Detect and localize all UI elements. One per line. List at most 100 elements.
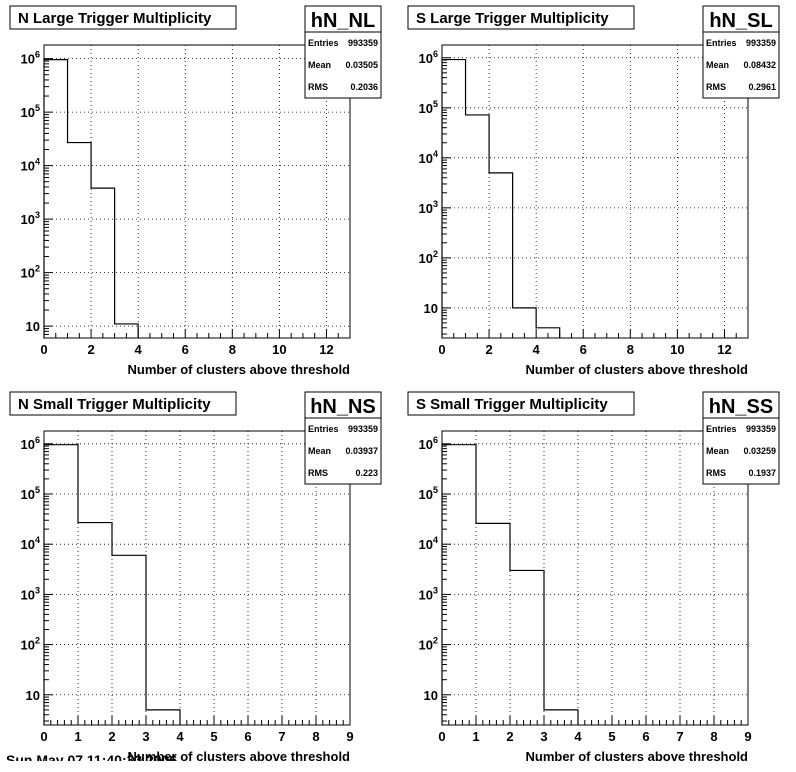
x-tick-label: 4 [574, 729, 582, 744]
histogram-name: hN_SS [709, 396, 773, 418]
histogram-line [43, 59, 139, 338]
x-tick-label: 7 [278, 729, 285, 744]
stats-box [702, 391, 780, 485]
stat-value: 0.2036 [350, 82, 378, 92]
stat-label: Entries [308, 38, 339, 48]
stat-label: RMS [308, 468, 328, 478]
y-tick-label: 102 [419, 249, 438, 266]
x-tick-label: 8 [312, 729, 319, 744]
x-tick-label: 4 [176, 729, 184, 744]
histogram-line [43, 444, 181, 725]
stat-label: Entries [706, 424, 737, 434]
x-tick-label: 10 [670, 342, 684, 357]
x-tick-label: 12 [319, 342, 333, 357]
x-axis-label: Number of clusters above threshold [526, 749, 749, 764]
x-tick-label: 0 [438, 729, 445, 744]
stat-value: 993359 [746, 38, 776, 48]
plot-frame [441, 44, 749, 339]
panel-title: N Large Trigger Multiplicity [18, 10, 212, 27]
stat-label: Entries [706, 38, 737, 48]
x-tick-label: 3 [540, 729, 547, 744]
y-tick-label: 104 [21, 157, 40, 174]
title-box [9, 391, 237, 416]
panel-title: S Small Trigger Multiplicity [416, 396, 608, 413]
x-tick-label: 12 [717, 342, 731, 357]
histogram-name: hN_NL [311, 10, 375, 32]
y-tick-label: 10 [424, 301, 438, 316]
plot-frame [43, 44, 351, 339]
stat-label: Mean [308, 446, 331, 456]
chart-panel-1: 0 2 4 6 8 10 12 10 102 103 104 105 106 Number of clus… [9, 5, 382, 377]
y-tick-label: 104 [419, 149, 438, 166]
stat-label: RMS [706, 82, 726, 92]
x-tick-label: 6 [642, 729, 649, 744]
stat-value: 0.2961 [748, 82, 776, 92]
histogram-line [441, 58, 561, 338]
y-tick-label: 104 [21, 535, 40, 552]
y-tick-label: 10 [424, 688, 438, 703]
stat-label: Mean [308, 60, 331, 70]
x-axis-label: Number of clusters above threshold [526, 362, 749, 377]
chart-panel-3: 0 1 2 3 4 5 6 7 8 9 10 102 103 104 105 106 Number of clu… [9, 391, 382, 764]
panel-title: N Small Trigger Multiplicity [18, 396, 211, 413]
x-tick-label: 2 [506, 729, 513, 744]
stats-box [304, 391, 382, 485]
stat-value: 993359 [348, 38, 378, 48]
title-box [407, 391, 635, 416]
x-tick-label: 6 [580, 342, 587, 357]
y-tick-label: 105 [419, 485, 438, 502]
chart-panel-2: 0 2 4 6 8 10 12 10 102 103 104 105 106 Number of clus… [407, 5, 780, 377]
y-tick-label: 103 [419, 585, 438, 602]
x-tick-label: 7 [676, 729, 683, 744]
x-tick-label: 9 [744, 729, 751, 744]
y-tick-label: 103 [21, 585, 40, 602]
footer-timestamp: Sun May 07 11:40:33 2006 [6, 752, 178, 768]
x-tick-label: 9 [346, 729, 353, 744]
x-tick-label: 10 [272, 342, 286, 357]
y-tick-label: 105 [21, 103, 40, 120]
x-tick-label: 2 [108, 729, 115, 744]
chart-panel-4: 0 1 2 3 4 5 6 7 8 9 10 102 103 104 105 106 Number of clu… [407, 391, 780, 764]
plot-frame [441, 430, 749, 726]
x-tick-label: 5 [608, 729, 615, 744]
x-axis-label: Number of clusters above threshold [128, 362, 351, 377]
title-box [9, 5, 237, 30]
stat-value: 0.03505 [345, 60, 378, 70]
y-tick-label: 106 [419, 435, 438, 452]
y-tick-label: 102 [21, 636, 40, 653]
y-tick-label: 102 [419, 636, 438, 653]
stat-value: 0.223 [355, 468, 378, 478]
y-tick-label: 104 [419, 535, 438, 552]
stat-value: 0.03937 [345, 446, 378, 456]
x-axis-label: Number of clusters above threshold [128, 749, 351, 764]
y-tick-label: 106 [21, 435, 40, 452]
x-tick-label: 1 [74, 729, 81, 744]
x-tick-label: 8 [710, 729, 717, 744]
histogram-line [441, 444, 579, 725]
stat-label: RMS [706, 468, 726, 478]
x-tick-label: 5 [210, 729, 217, 744]
stat-value: 0.1937 [748, 468, 776, 478]
x-tick-label: 6 [244, 729, 251, 744]
title-box [407, 5, 635, 30]
x-tick-label: 0 [40, 342, 47, 357]
x-tick-label: 2 [87, 342, 94, 357]
stat-label: Mean [706, 446, 729, 456]
stat-label: Mean [706, 60, 729, 70]
x-tick-label: 1 [472, 729, 479, 744]
x-tick-label: 0 [438, 342, 445, 357]
y-tick-label: 105 [419, 99, 438, 116]
y-tick-label: 10 [26, 688, 40, 703]
stat-value: 0.03259 [743, 446, 776, 456]
x-tick-label: 0 [40, 729, 47, 744]
stat-label: RMS [308, 82, 328, 92]
x-tick-label: 4 [135, 342, 143, 357]
stat-value: 0.08432 [743, 60, 776, 70]
y-tick-label: 10 [26, 319, 40, 334]
x-tick-label: 3 [142, 729, 149, 744]
stats-box [702, 5, 780, 99]
y-tick-label: 106 [21, 50, 40, 67]
x-tick-label: 2 [485, 342, 492, 357]
x-tick-label: 8 [229, 342, 236, 357]
